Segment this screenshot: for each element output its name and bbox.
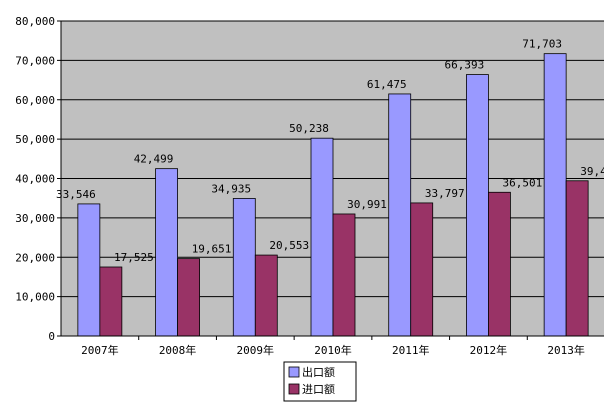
y-tick-label: 10,000	[15, 291, 55, 304]
bar-import	[99, 266, 123, 337]
bar-export	[155, 168, 178, 337]
data-labels: 33,546 17,525 42,499 19,651 34,935 20,553 50,2…	[56, 38, 604, 264]
x-tick-label: 2007年	[81, 343, 119, 357]
legend: 出口额 进口额	[283, 361, 357, 402]
y-tick-label: 0	[48, 330, 55, 343]
bar-export	[310, 137, 334, 337]
legend-swatch-import	[288, 383, 300, 395]
y-tick-label: 40,000	[15, 173, 55, 186]
y-tick-label: 70,000	[15, 54, 55, 67]
bar-export	[466, 74, 489, 337]
bar-import	[410, 202, 434, 337]
bar-export	[77, 203, 101, 337]
x-tick-label: 2013年	[547, 343, 585, 357]
y-tick-label: 20,000	[15, 251, 55, 264]
data-label: 34,935	[211, 182, 251, 195]
data-label: 20,553	[269, 239, 309, 252]
legend-label-export: 出口额	[302, 365, 335, 379]
bar-import	[177, 258, 200, 337]
data-label: 36,501	[503, 176, 543, 189]
y-tick-label: 80,000	[15, 15, 55, 28]
y-tick-label: 50,000	[15, 133, 55, 146]
data-label: 50,238	[289, 122, 329, 135]
data-label: 30,991	[347, 198, 387, 211]
x-tick-label: 2010年	[314, 343, 352, 357]
bars	[77, 53, 589, 337]
data-label: 33,546	[56, 188, 96, 201]
data-label: 17,525	[114, 251, 154, 264]
bar-import	[254, 254, 278, 337]
data-label: 39,421	[580, 165, 604, 178]
y-axis: 0 10,000 20,000 30,000 40,000 50,000 60,000 70,…	[15, 15, 62, 343]
data-label: 66,393	[445, 59, 485, 72]
data-label: 71,703	[522, 38, 562, 51]
bar-export	[388, 93, 412, 337]
data-label: 33,797	[425, 187, 465, 200]
bar-import	[488, 191, 511, 337]
y-tick-label: 60,000	[15, 94, 55, 107]
legend-label-import: 进口额	[302, 383, 335, 396]
bar-import	[332, 213, 356, 337]
x-tick-label: 2008年	[159, 343, 197, 357]
bar-import	[565, 180, 589, 337]
x-tick-label: 2012年	[470, 343, 508, 357]
x-tick-label: 2009年	[237, 343, 275, 357]
y-tick-label: 30,000	[15, 212, 55, 225]
legend-swatch-export	[288, 366, 300, 378]
data-label: 42,499	[134, 153, 174, 166]
data-label: 61,475	[367, 78, 407, 91]
x-axis: 2007年 2008年 2009年 2010年 2011年 2012年 2013年	[61, 335, 604, 357]
bar-export	[232, 198, 256, 337]
x-tick-label: 2011年	[392, 343, 430, 357]
data-label: 19,651	[192, 243, 232, 256]
bar-export	[543, 53, 567, 337]
